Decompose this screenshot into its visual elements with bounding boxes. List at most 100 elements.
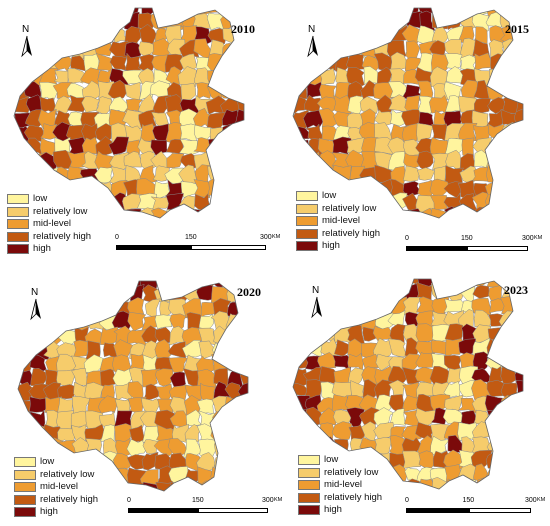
county-region bbox=[94, 37, 113, 57]
county-region bbox=[140, 368, 161, 388]
legend-swatch bbox=[7, 244, 29, 254]
county-region bbox=[373, 407, 395, 429]
county-region bbox=[331, 421, 352, 441]
legend-swatch bbox=[296, 191, 318, 201]
scale-unit-label: KM bbox=[537, 497, 546, 503]
scale-tick-label: 150 bbox=[185, 234, 197, 241]
county-region bbox=[96, 23, 116, 44]
county-region bbox=[444, 53, 463, 70]
county-region bbox=[489, 68, 506, 88]
scale-segment-black bbox=[116, 245, 191, 250]
county-region bbox=[374, 394, 393, 413]
scale-segment-white bbox=[468, 508, 531, 513]
legend-label: low bbox=[33, 193, 48, 204]
county-region bbox=[401, 353, 420, 372]
legend-swatch bbox=[7, 194, 29, 204]
county-region bbox=[113, 339, 133, 362]
county-region bbox=[159, 299, 171, 317]
legend-swatch bbox=[298, 480, 320, 490]
county-region bbox=[472, 206, 494, 218]
county-region bbox=[138, 109, 157, 129]
county-region bbox=[220, 82, 242, 100]
county-region bbox=[239, 368, 248, 387]
legend-label: high bbox=[33, 243, 51, 254]
legend-swatch bbox=[298, 505, 320, 515]
scale-segment-black bbox=[128, 508, 198, 513]
county-region bbox=[405, 40, 421, 61]
county-region bbox=[154, 314, 173, 329]
north-arrow-icon: N bbox=[308, 285, 326, 319]
legend-swatch bbox=[298, 492, 320, 503]
north-arrow-icon: N bbox=[304, 24, 322, 58]
legend-label: relatively high bbox=[33, 230, 92, 242]
legend-swatch bbox=[7, 231, 29, 242]
scale-segment-white bbox=[198, 508, 268, 513]
county-region bbox=[416, 122, 436, 143]
county-region bbox=[458, 338, 476, 356]
county-region bbox=[164, 53, 186, 73]
scale-tick-label: 150 bbox=[462, 497, 475, 504]
county-region bbox=[515, 379, 523, 400]
legend-label: high bbox=[324, 504, 342, 515]
scale-bar: 0 150 300 KM bbox=[405, 235, 542, 257]
scale-bar: 0 150 300 KM bbox=[127, 497, 282, 519]
year-label: 2010 bbox=[231, 22, 255, 36]
county-region bbox=[107, 79, 128, 99]
county-region bbox=[489, 298, 506, 314]
county-region bbox=[402, 450, 421, 469]
province-border bbox=[17, 280, 249, 492]
county-region bbox=[388, 379, 408, 399]
scale-segment-white bbox=[467, 246, 528, 251]
county-region bbox=[416, 167, 435, 181]
county-region bbox=[179, 38, 200, 59]
county-region bbox=[98, 298, 117, 318]
county-region bbox=[166, 206, 184, 218]
county-region bbox=[72, 339, 90, 360]
county-region bbox=[359, 96, 380, 115]
legend-swatch bbox=[14, 469, 36, 480]
county-region bbox=[431, 477, 450, 489]
county-region bbox=[212, 410, 232, 428]
county-region bbox=[500, 382, 520, 401]
county-region bbox=[108, 136, 130, 155]
scale-bar: 0 150 300 KM bbox=[405, 497, 545, 519]
county-region bbox=[126, 438, 147, 458]
county-region bbox=[108, 207, 126, 218]
county-region bbox=[137, 54, 156, 74]
county-region bbox=[444, 165, 465, 185]
map-panel-2010: 2010 N low relatively low mid-level relativ… bbox=[0, 0, 280, 263]
province-border bbox=[292, 7, 524, 219]
county-region bbox=[206, 112, 228, 130]
north-arrow-icon: N bbox=[27, 287, 45, 321]
scale-unit-label: KM bbox=[272, 234, 281, 240]
county-region bbox=[166, 153, 185, 169]
county-region bbox=[293, 139, 309, 157]
county-region bbox=[124, 8, 142, 14]
county-region bbox=[473, 98, 491, 116]
legend-swatch bbox=[7, 219, 29, 229]
county-region bbox=[333, 94, 353, 115]
county-region bbox=[214, 437, 232, 456]
legend-label: low bbox=[40, 456, 55, 467]
county-region bbox=[124, 41, 143, 59]
legend-swatch bbox=[14, 494, 36, 505]
county-region bbox=[443, 298, 465, 313]
legend-label: relatively low bbox=[322, 202, 377, 214]
county-region bbox=[67, 94, 87, 113]
county-region bbox=[38, 166, 60, 186]
county-region bbox=[207, 177, 224, 199]
scale-tick-label: 300 bbox=[525, 497, 537, 504]
scale-unit-label: KM bbox=[534, 235, 543, 241]
county-region bbox=[193, 179, 213, 199]
legend-swatch bbox=[296, 203, 318, 214]
county-region bbox=[85, 438, 102, 459]
county-region bbox=[95, 96, 113, 116]
choropleth-map-2010 bbox=[13, 7, 245, 219]
legend-swatch bbox=[7, 206, 29, 217]
legend-swatch bbox=[14, 457, 36, 467]
county-region bbox=[373, 82, 395, 101]
legend-label: high bbox=[40, 506, 58, 517]
map-panel-2023: 2023 N low relatively low mid-level relativ… bbox=[275, 263, 550, 526]
county-region bbox=[486, 408, 507, 428]
county-region bbox=[501, 395, 521, 415]
